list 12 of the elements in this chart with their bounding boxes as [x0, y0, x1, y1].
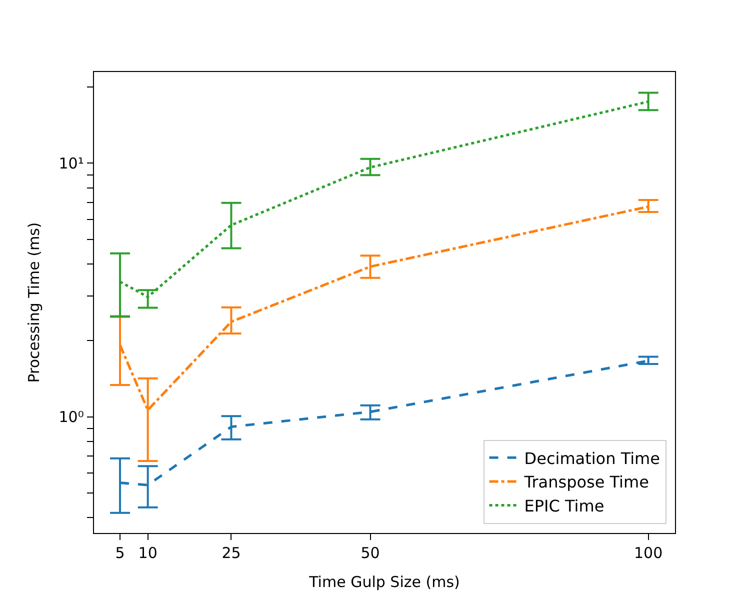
y-axis-title: Processing Time (ms)	[24, 222, 43, 383]
x-tick-label: 50	[360, 544, 380, 562]
x-axis-title: Time Gulp Size (ms)	[308, 573, 460, 592]
x-tick-label: 10	[138, 544, 158, 562]
legend-label: EPIC Time	[524, 496, 604, 516]
x-tick-label: 25	[222, 544, 241, 562]
legend-label: Transpose Time	[523, 472, 649, 492]
legend-label: Decimation Time	[524, 448, 660, 468]
x-tick-label: 100	[634, 544, 663, 562]
x-tick-label: 5	[115, 544, 125, 562]
y-tick-label: 10⁰	[58, 408, 84, 426]
y-tick-label: 10¹	[58, 154, 84, 172]
